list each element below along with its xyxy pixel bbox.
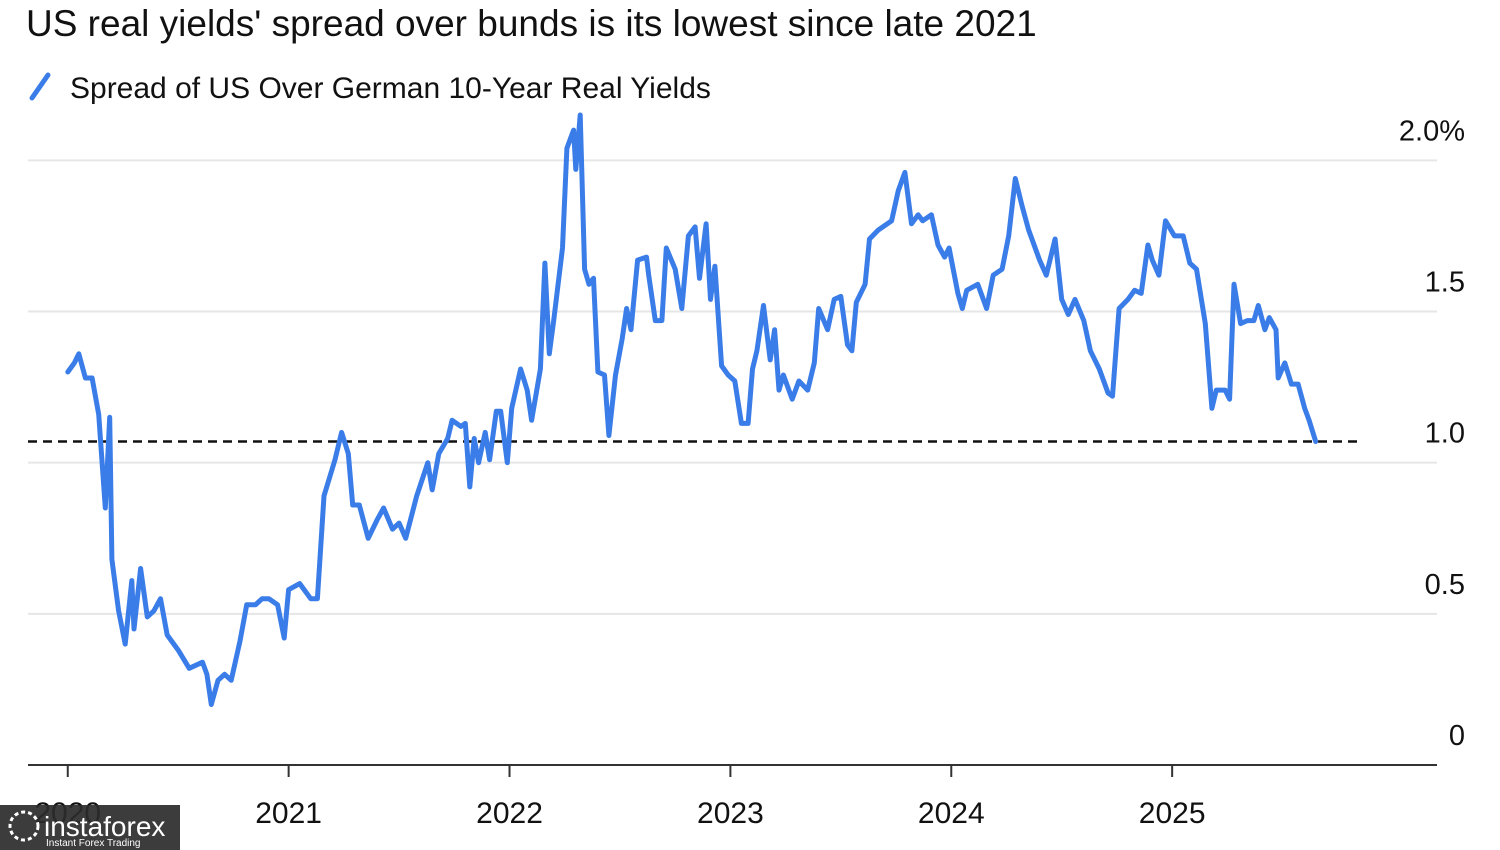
data-line	[65, 112, 1319, 707]
x-tick-label: 2021	[255, 797, 322, 830]
legend-label: Spread of US Over German 10-Year Real Yi…	[70, 72, 711, 105]
watermark-icon	[8, 810, 40, 842]
x-tick-label: 2023	[697, 797, 764, 830]
watermark-brand: instaforex	[44, 811, 165, 842]
y-tick-label: 2.0%	[1399, 115, 1465, 147]
y-tick-label: 0	[1449, 720, 1465, 752]
legend-swatch	[29, 72, 51, 101]
x-tick-label: 2022	[476, 797, 543, 830]
chart-title: US real yields' spread over bunds is its…	[26, 3, 1037, 44]
watermark-tagline: Instant Forex Trading	[46, 838, 141, 849]
y-tick-label: 1.5	[1425, 267, 1465, 299]
y-tick-label: 0.5	[1425, 569, 1465, 601]
y-tick-label: 1.0	[1425, 418, 1465, 450]
x-tick-label: 2024	[918, 797, 985, 830]
x-tick-label: 2025	[1139, 797, 1206, 830]
